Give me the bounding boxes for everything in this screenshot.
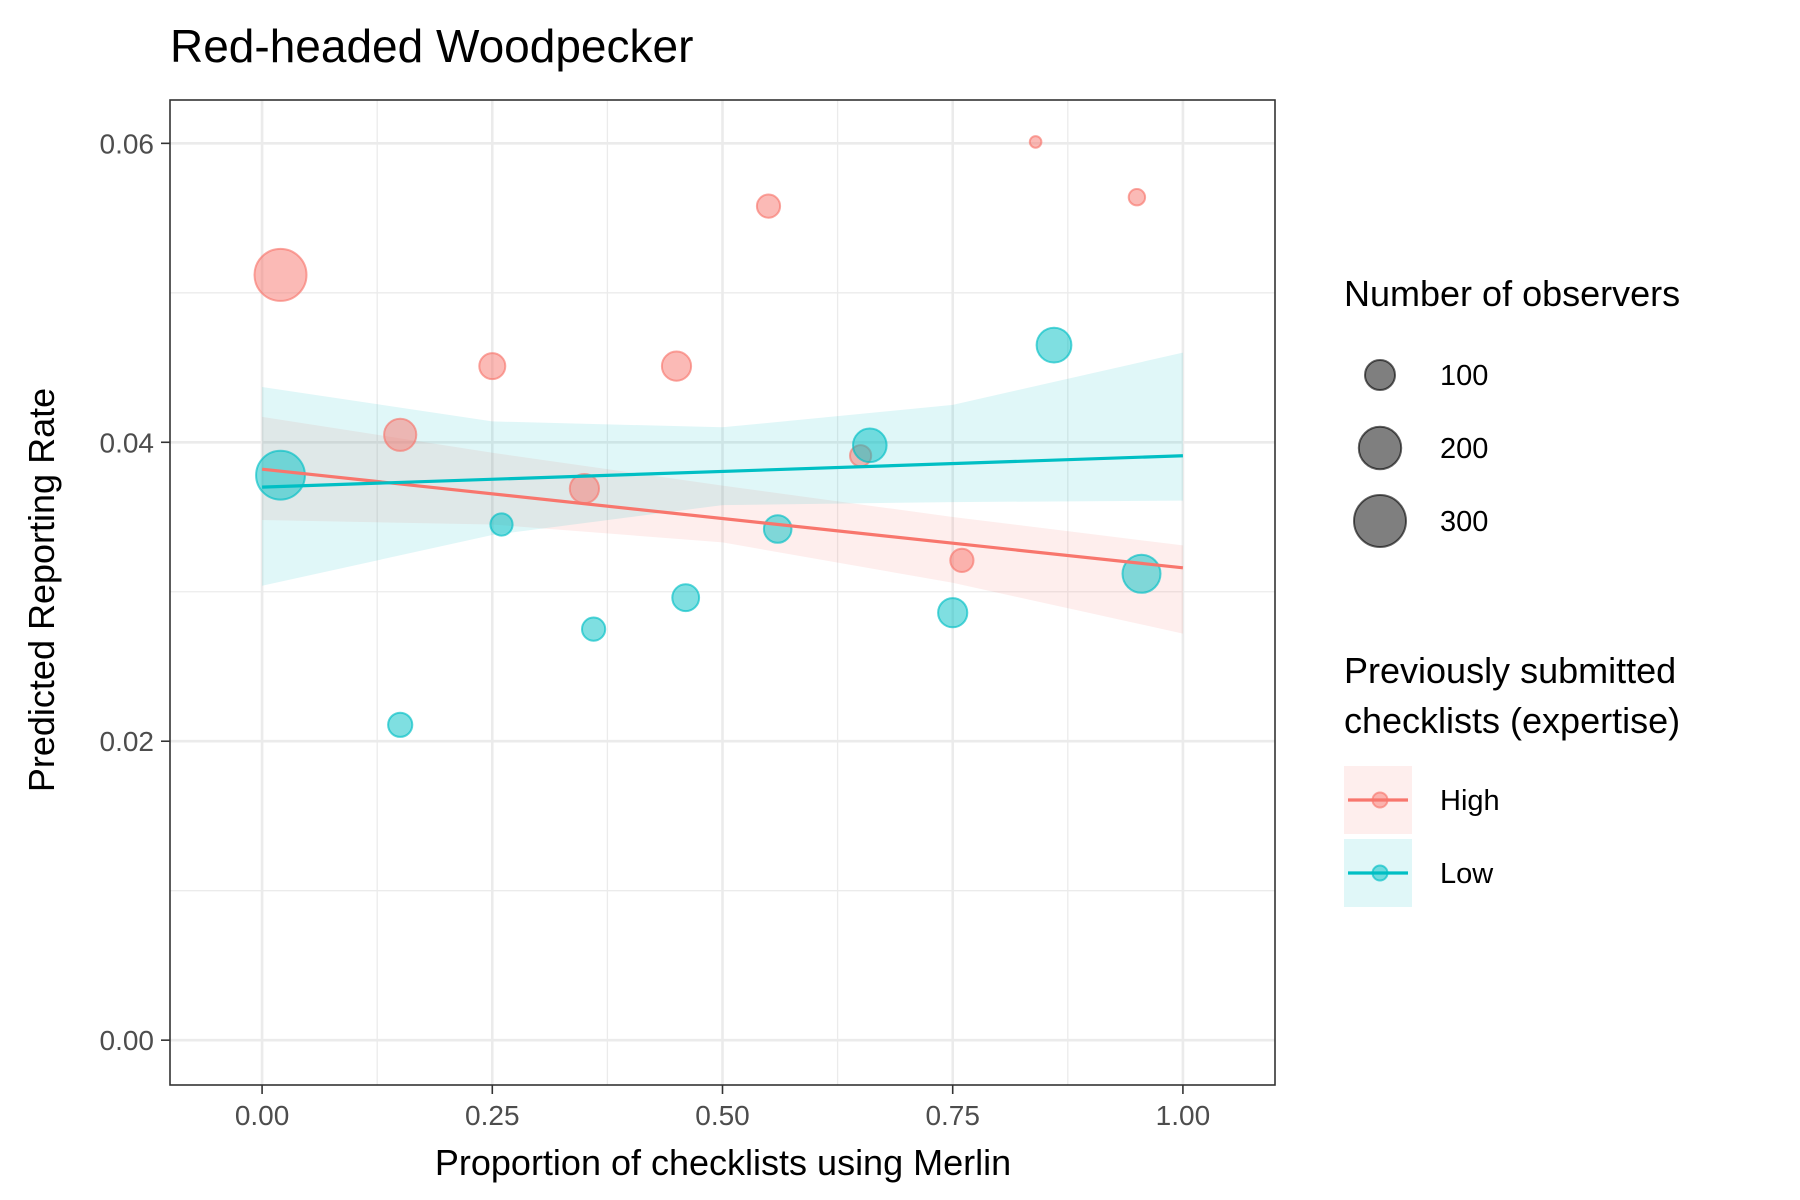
x-tick-label: 1.00 [1156, 1100, 1211, 1131]
size-legend-key [1353, 494, 1407, 548]
chart-title: Red-headed Woodpecker [170, 20, 693, 72]
color-legend-title-line2: checklists (expertise) [1344, 700, 1680, 741]
color-legend: High Low [1344, 766, 1500, 907]
data-point-low [489, 512, 514, 537]
y-tick-label: 0.00 [100, 1025, 155, 1056]
x-tick-label: 0.50 [695, 1100, 750, 1131]
color-legend-title-line1: Previously submitted [1344, 650, 1676, 691]
data-point-high [478, 352, 507, 381]
color-legend-point [1371, 791, 1389, 809]
x-tick-label: 0.00 [235, 1100, 290, 1131]
data-point-low [387, 711, 414, 738]
data-point-low [852, 427, 888, 464]
ci-band-high [262, 416, 1183, 634]
color-legend-label: High [1440, 785, 1500, 817]
x-axis-title: Proportion of checklists using Merlin [435, 1142, 1011, 1183]
y-tick-label: 0.02 [100, 726, 155, 757]
data-point-high [1127, 188, 1147, 207]
plot-data-layer [253, 135, 1184, 738]
x-tick-label: 0.75 [925, 1100, 980, 1131]
data-point-low [937, 597, 969, 629]
size-legend-key [1357, 425, 1403, 471]
y-tick-label: 0.06 [100, 128, 155, 159]
data-point-high [949, 547, 975, 574]
size-legend-label: 100 [1440, 360, 1488, 392]
data-point-high [755, 193, 782, 219]
size-legend-title: Number of observers [1344, 273, 1680, 314]
size-legend-key [1364, 359, 1396, 391]
size-legend-label: 200 [1440, 433, 1488, 465]
data-point-high [383, 417, 418, 452]
y-tick-label: 0.04 [100, 427, 155, 458]
data-point-high [660, 350, 693, 382]
size-legend-label: 300 [1440, 506, 1488, 538]
color-legend-label: Low [1440, 858, 1494, 890]
data-point-low [1035, 326, 1073, 364]
data-point-low [581, 616, 607, 642]
x-tick-label: 0.25 [465, 1100, 520, 1131]
trend-line-low [262, 454, 1183, 489]
y-axis-title: Predicted Reporting Rate [21, 388, 62, 792]
data-point-high [253, 247, 308, 302]
size-legend: 100 200 300 [1353, 359, 1488, 548]
data-point-low [762, 514, 793, 544]
data-point-high [568, 473, 601, 505]
plot-panel: 0.00 0.25 0.50 0.75 1.00 0.00 0.02 0.04 0.06 [100, 99, 1276, 1131]
data-point-low [255, 449, 306, 501]
data-point-low [671, 583, 701, 613]
trend-line-high [261, 467, 1184, 570]
data-point-high [1028, 135, 1043, 149]
color-legend-point [1371, 864, 1389, 882]
